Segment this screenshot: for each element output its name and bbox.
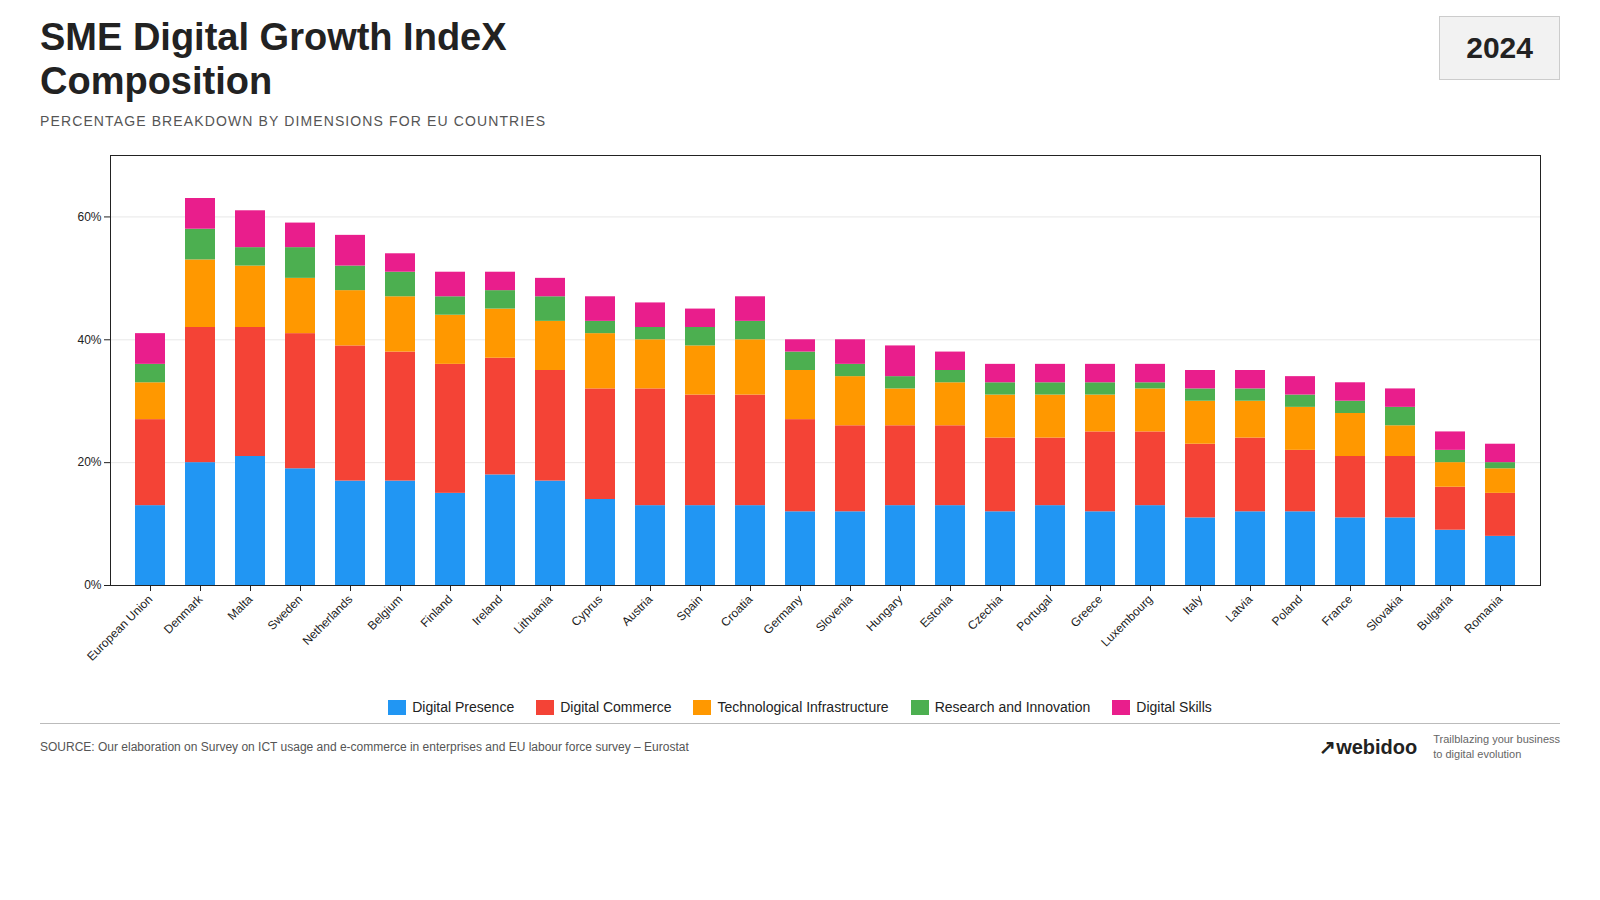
svg-text:60%: 60% (77, 210, 101, 224)
svg-text:Hungary: Hungary (863, 593, 905, 635)
svg-text:Austria: Austria (619, 592, 656, 629)
svg-text:France: France (1319, 592, 1356, 629)
svg-text:Ireland: Ireland (469, 593, 505, 629)
html-text:Digital Presence: Digital Presence (412, 699, 515, 716)
html-text:PERCENTAGE BREAKDOWN BY DIMENS: PERCENTAGE BREAKDOWN BY DIMENSIONS FOR E… (40, 113, 547, 130)
html-text:2024: 2024 (1466, 31, 1533, 64)
html-text:Technological Infrastructure: Technological Infrastructure (717, 699, 889, 716)
svg-text:Belgium: Belgium (365, 593, 406, 634)
svg-text:Czechia: Czechia (965, 592, 1006, 633)
svg-text:Spain: Spain (674, 593, 706, 625)
html-text:Digital Skills: Digital Skills (1136, 699, 1212, 716)
html-text:↗webidoo: ↗webidoo (1319, 735, 1418, 758)
svg-text:Italy: Italy (1180, 593, 1205, 618)
svg-text:40%: 40% (77, 333, 101, 347)
html-text:SME Digital Growth IndeX: SME Digital Growth IndeX (40, 16, 507, 58)
html-text:Digital Commerce: Digital Commerce (560, 699, 672, 716)
svg-text:Slovenia: Slovenia (813, 592, 856, 635)
svg-text:Poland: Poland (1269, 593, 1305, 629)
svg-text:Bulgaria: Bulgaria (1414, 592, 1455, 633)
svg-text:20%: 20% (77, 456, 101, 470)
svg-text:Latvia: Latvia (1223, 592, 1256, 625)
svg-text:Luxembourg: Luxembourg (1098, 593, 1155, 650)
svg-text:Malta: Malta (225, 592, 256, 623)
html-text:Trailblazing your business: Trailblazing your business (1433, 733, 1560, 746)
html-text:Composition: Composition (40, 59, 273, 102)
svg-text:Romania: Romania (1461, 592, 1505, 636)
svg-text:Lithuania: Lithuania (511, 592, 556, 637)
svg-text:Greece: Greece (1068, 592, 1106, 630)
svg-text:Estonia: Estonia (917, 592, 955, 630)
svg-text:Cyprus: Cyprus (569, 593, 606, 630)
svg-text:Finland: Finland (418, 593, 456, 631)
svg-text:0%: 0% (84, 579, 102, 593)
svg-text:European Union: European Union (84, 593, 155, 664)
html-text:SOURCE: Our elaboration on Sur: SOURCE: Our elaboration on Survey on ICT… (40, 739, 689, 754)
html-text:to digital evolution: to digital evolution (1433, 747, 1522, 760)
svg-text:Portugal: Portugal (1014, 593, 1056, 635)
html-text:Research and Innovation: Research and Innovation (934, 699, 1091, 716)
svg-text:Sweden: Sweden (265, 593, 306, 634)
svg-text:Denmark: Denmark (161, 592, 206, 637)
svg-text:Croatia: Croatia (718, 592, 755, 629)
svg-text:Netherlands: Netherlands (300, 593, 356, 649)
svg-text:Germany: Germany (761, 593, 806, 638)
svg-text:Slovakia: Slovakia (1363, 592, 1405, 634)
